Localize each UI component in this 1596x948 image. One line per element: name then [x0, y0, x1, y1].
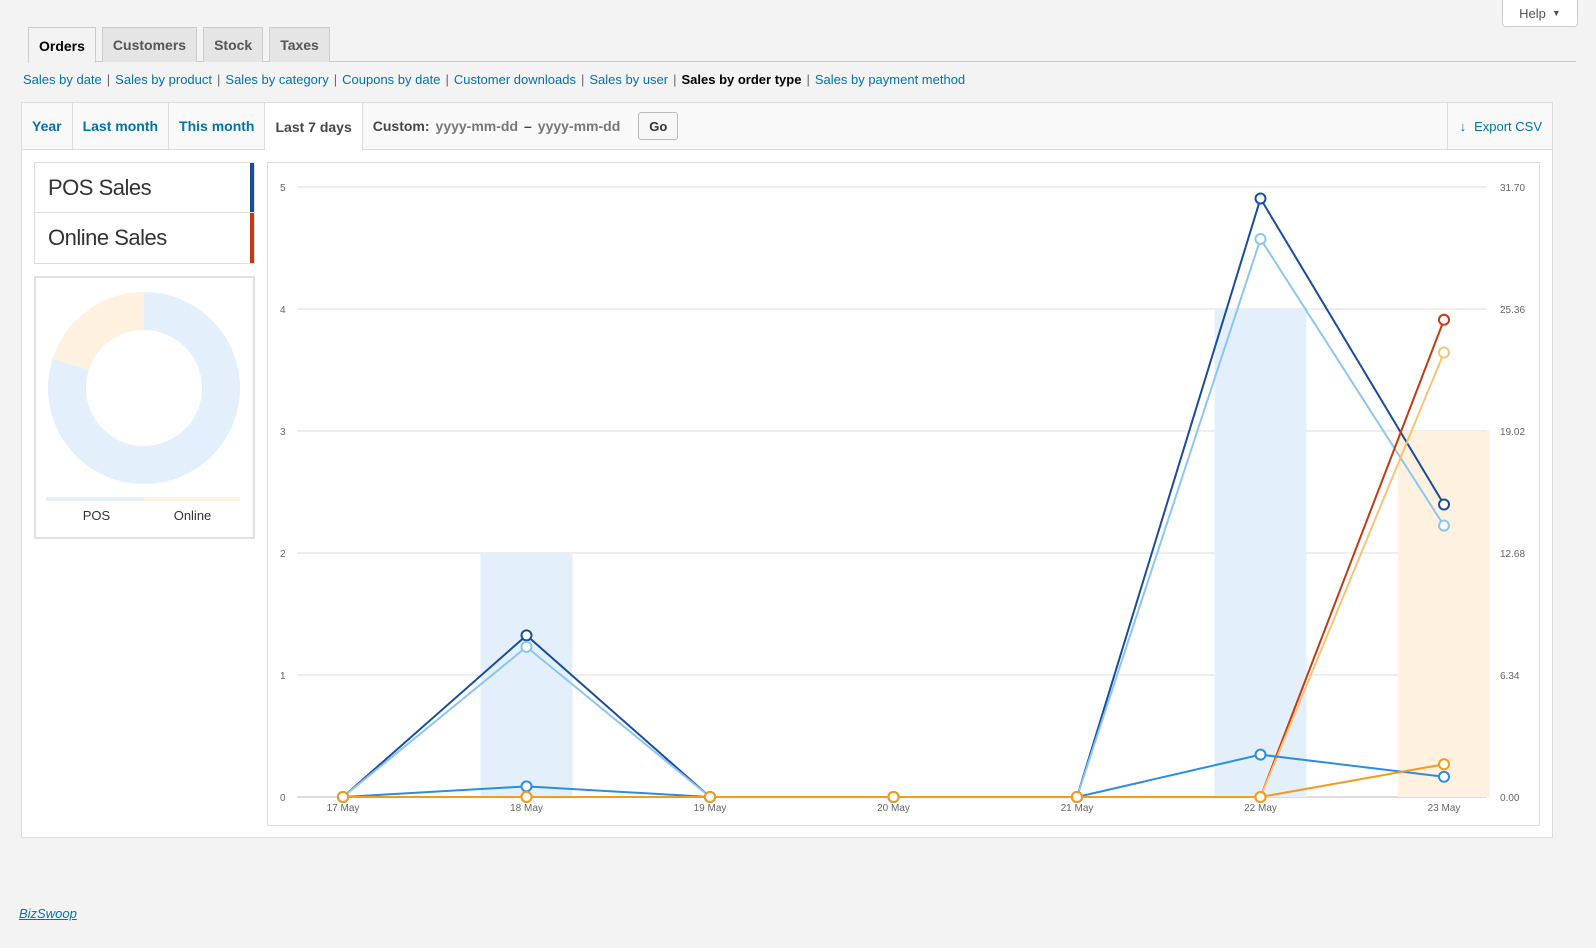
series-point[interactable]: [1438, 758, 1450, 771]
series-point[interactable]: [520, 780, 533, 793]
y-right-tick: 12.68: [1500, 549, 1525, 560]
range-bar: Year Last month This month Last 7 days C…: [22, 103, 1552, 151]
y-left-tick: 2: [280, 549, 286, 560]
legend-online-sales[interactable]: Online Sales: [35, 213, 254, 263]
donut-label-pos: POS: [82, 508, 111, 523]
export-csv-label: Export CSV: [1474, 118, 1542, 134]
y-left-tick: 5: [280, 183, 286, 194]
help-label: Help: [1519, 5, 1546, 21]
link-customer-downloads[interactable]: Customer downloads: [453, 72, 576, 87]
x-tick: 19 May: [694, 803, 727, 814]
end-date-input[interactable]: yyyy-mm-dd: [537, 118, 621, 134]
series-point[interactable]: [1438, 313, 1450, 326]
donut-slice-online: [52, 292, 145, 371]
x-tick: 23 May: [1428, 803, 1461, 814]
range-last-7-days[interactable]: Last 7 days: [265, 103, 363, 151]
tab-customers[interactable]: Customers: [101, 27, 198, 62]
link-sales-by-payment-method[interactable]: Sales by payment method: [814, 72, 966, 87]
series-point[interactable]: [520, 640, 533, 653]
donut-legend-swatch-pos: [46, 497, 143, 501]
report-subnav: Sales by date | Sales by product | Sales b…: [23, 72, 966, 87]
legend-online-label: Online Sales: [48, 225, 167, 250]
donut-chart: [46, 292, 240, 501]
series-point[interactable]: [887, 791, 900, 803]
y-right-tick: 0.00: [1500, 793, 1520, 804]
custom-label: Custom:: [372, 118, 430, 134]
range-last-month[interactable]: Last month: [73, 103, 170, 149]
y-left-tick: 0: [280, 793, 286, 804]
chart-legend: POS Sales Online Sales: [34, 162, 255, 264]
range-year[interactable]: Year: [22, 103, 73, 149]
y-left-tick: 1: [280, 671, 286, 682]
bar-22-may: [1214, 309, 1307, 797]
help-button[interactable]: Help ▼: [1502, 0, 1578, 27]
report-tabs: Orders Customers Stock Taxes: [28, 27, 1576, 63]
report-panel: Year Last month This month Last 7 days C…: [21, 102, 1553, 838]
tab-stock[interactable]: Stock: [203, 27, 264, 62]
series-point[interactable]: [1071, 791, 1083, 803]
series-point[interactable]: [1254, 791, 1267, 803]
series-point[interactable]: [1438, 498, 1450, 511]
series-point[interactable]: [520, 791, 533, 803]
link-sales-by-date[interactable]: Sales by date: [23, 72, 102, 87]
link-sales-by-product[interactable]: Sales by product: [115, 72, 213, 87]
x-tick: 17 May: [327, 803, 360, 814]
y-left-tick: 3: [280, 427, 286, 438]
link-coupons-by-date[interactable]: Coupons by date: [342, 72, 441, 87]
x-tick: 21 May: [1061, 803, 1094, 814]
series-point[interactable]: [1254, 748, 1267, 761]
sales-chart: 0 0.00 1 6.34 2 12.68 3 19.02 4 25.36 5 31.70 17 May…: [267, 162, 1540, 826]
sales-chart-svg: 0 0.00 1 6.34 2 12.68 3 19.02 4 25.36 5 31.70 17 May…: [280, 183, 1525, 814]
bar-18-may: [480, 553, 573, 797]
donut-slice-pos: [48, 292, 240, 484]
y-right-tick: 31.70: [1500, 183, 1525, 194]
x-tick: 20 May: [877, 803, 910, 814]
link-sales-by-category[interactable]: Sales by category: [225, 72, 329, 87]
tab-taxes[interactable]: Taxes: [269, 27, 330, 62]
date-separator: –: [524, 118, 532, 134]
donut-legend-swatch-online: [143, 497, 240, 501]
series-point[interactable]: [520, 629, 533, 642]
custom-range: Custom: yyyy-mm-dd – yyyy-mm-dd Go: [363, 103, 689, 149]
tab-orders[interactable]: Orders: [28, 27, 96, 63]
series-point[interactable]: [1254, 192, 1267, 205]
series-point[interactable]: [337, 791, 349, 803]
series-point[interactable]: [1438, 770, 1450, 783]
link-sales-by-order-type[interactable]: Sales by order type: [681, 72, 802, 87]
go-button[interactable]: Go: [638, 112, 679, 140]
series-point[interactable]: [1254, 232, 1267, 245]
series-point[interactable]: [1438, 346, 1450, 359]
order-type-donut: POS Online: [34, 276, 255, 539]
link-sales-by-user[interactable]: Sales by user: [589, 72, 669, 87]
legend-pos-label: POS Sales: [48, 174, 152, 200]
donut-label-online: Online: [173, 508, 212, 523]
start-date-input[interactable]: yyyy-mm-dd: [435, 118, 518, 134]
legend-pos-sales[interactable]: POS Sales: [35, 163, 254, 213]
legend-online-color-bar: [250, 213, 254, 263]
download-arrow-icon: ↓: [1459, 118, 1467, 134]
export-csv-button[interactable]: ↓ Export CSV: [1446, 103, 1552, 149]
bizswoop-link[interactable]: BizSwoop: [19, 906, 77, 921]
y-right-tick: 19.02: [1500, 427, 1525, 438]
bar-23-may: [1398, 431, 1490, 797]
y-right-tick: 6.34: [1500, 671, 1520, 682]
y-left-tick: 4: [280, 305, 286, 316]
range-this-month[interactable]: This month: [169, 103, 266, 149]
x-tick: 22 May: [1244, 803, 1277, 814]
series-point[interactable]: [704, 791, 716, 803]
y-right-tick: 25.36: [1500, 305, 1525, 316]
caret-down-icon: ▼: [1551, 8, 1561, 18]
legend-pos-color-bar: [250, 163, 254, 212]
series-point[interactable]: [1438, 519, 1450, 532]
x-tick: 18 May: [510, 803, 543, 814]
